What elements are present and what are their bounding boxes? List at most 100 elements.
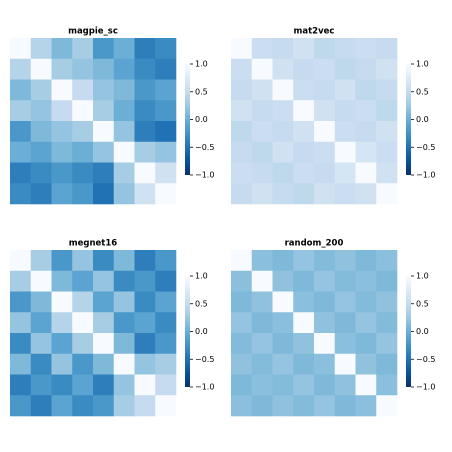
heatmap-cell [251,291,273,313]
heatmap-cell [51,100,73,122]
heatmap-cell [231,38,253,60]
heatmap-cell [231,291,253,313]
heatmap-cell [134,353,156,375]
heatmap-cell [113,312,135,334]
heatmap-cell [251,353,273,375]
heatmap-cell [30,374,52,396]
colorbar-tick-label: 1.0 [195,272,208,281]
heatmap-cell [113,270,135,292]
heatmap-cell [134,141,156,163]
heatmap-cell [231,312,253,334]
heatmap-cell [113,353,135,375]
heatmap-cell [231,374,253,396]
heatmap-cell [155,374,177,396]
heatmap-cell [314,353,336,375]
heatmap-cell [113,141,135,163]
heatmap-cell [51,374,73,396]
heatmap-cell [251,270,273,292]
heatmap-cell [30,58,52,80]
colorbar-tick-label: −0.5 [195,143,214,152]
heatmap-cell [355,58,377,80]
heatmap-cell [293,121,315,143]
heatmap-cell [355,333,377,355]
heatmap-cell [272,374,294,396]
heatmap-cell [334,183,356,205]
heatmap-cell [251,38,273,60]
colorbar-tick-label: 0.0 [195,115,208,124]
heatmap-cell [30,395,52,417]
colorbar-tick-label: −1.0 [416,171,435,180]
heatmap-cell [314,374,336,396]
heatmap-cell [134,100,156,122]
heatmap-cell [93,121,115,143]
heatmap-cell [231,100,253,122]
heatmap-cell [10,312,32,334]
colorbar-tick-label: 0.0 [195,327,208,336]
heatmap-cell [155,395,177,417]
heatmap-cell [134,58,156,80]
heatmap-cell [231,333,253,355]
heatmap-cell [155,270,177,292]
heatmap-cell [293,353,315,375]
heatmap-cell [72,141,94,163]
heatmap-cell [231,353,253,375]
heatmap-cell [113,162,135,184]
heatmap-cell [113,79,135,101]
heatmap-cell [30,312,52,334]
heatmap-cell [10,162,32,184]
colorbar-tick-label: 0.5 [195,87,208,96]
heatmap-cell [51,141,73,163]
heatmap-cell [355,353,377,375]
heatmap-cell [334,270,356,292]
heatmap-cell [51,353,73,375]
heatmap-cell [314,333,336,355]
colorbar-tick-label: 1.0 [416,60,429,69]
heatmap-cell [72,38,94,60]
heatmap-cell [376,312,398,334]
panel-title: random_200 [285,239,344,249]
heatmap-cell [10,374,32,396]
heatmap-cell [231,141,253,163]
colorbar-tick-label: −1.0 [195,171,214,180]
heatmap-cell [155,79,177,101]
heatmap-cell [72,270,94,292]
heatmap-cell [72,374,94,396]
heatmap-cell [30,141,52,163]
heatmap-cell [376,38,398,60]
heatmap-cell [314,141,336,163]
heatmap-cell [272,100,294,122]
heatmap-cell [10,353,32,375]
heatmap-cell [293,183,315,205]
heatmap-cell [355,270,377,292]
heatmap-cell [155,312,177,334]
heatmap-cell [72,100,94,122]
heatmap-cell [93,183,115,205]
heatmap-cell [293,374,315,396]
heatmap-cell [314,270,336,292]
heatmap-cell [134,38,156,60]
heatmap-cell [293,100,315,122]
heatmap-cell [231,121,253,143]
heatmap-cell [272,270,294,292]
heatmap-cell [293,333,315,355]
heatmap-cell [155,141,177,163]
heatmap-cell [251,333,273,355]
heatmap-cell [113,250,135,272]
heatmap-cell [155,291,177,313]
heatmap-cell [72,353,94,375]
heatmap-cell [334,291,356,313]
heatmap-cell [272,312,294,334]
colorbar-tick-label: 0.5 [416,87,429,96]
heatmap-cell [51,312,73,334]
heatmap-cell [314,250,336,272]
heatmap-cell [51,270,73,292]
heatmap-cell [355,395,377,417]
colorbar [406,276,411,387]
colorbar-tick-label: 1.0 [195,60,208,69]
heatmap-cell [251,312,273,334]
colorbar-tick-label: −1.0 [195,383,214,392]
colorbar [185,64,190,175]
panel-title: mat2vec [294,27,335,37]
heatmap-cell [134,333,156,355]
heatmap-cell [155,58,177,80]
